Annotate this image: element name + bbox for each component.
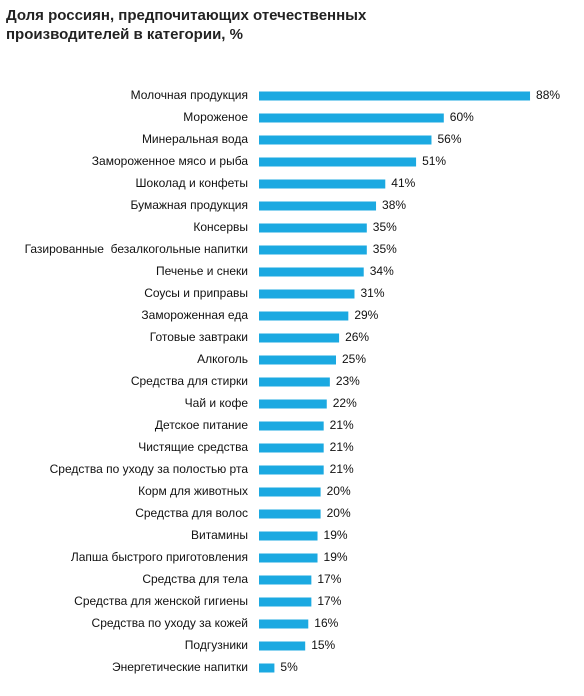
category-label: Средства для женской гигиены (74, 594, 248, 608)
value-label: 17% (317, 572, 341, 586)
value-label: 60% (450, 110, 474, 124)
category-label: Средства для волос (135, 506, 248, 520)
value-label: 5% (280, 660, 298, 674)
chart-title: Доля россиян, предпочитающих отечественн… (6, 7, 367, 43)
category-label: Средства для тела (142, 572, 248, 586)
bar (259, 91, 531, 101)
category-label: Подгузники (185, 638, 248, 652)
category-label: Консервы (193, 220, 248, 234)
category-label: Мороженое (183, 110, 248, 124)
bar (259, 135, 432, 145)
value-label: 23% (336, 374, 360, 388)
value-label: 21% (330, 440, 354, 454)
bar (259, 487, 321, 497)
value-label: 38% (382, 198, 406, 212)
bar (259, 311, 349, 321)
category-label: Чай и кофе (185, 396, 249, 410)
category-label: Минеральная вода (142, 132, 248, 146)
bar (259, 289, 355, 299)
category-label: Газированные безалкогольные напитки (25, 242, 248, 256)
value-label: 31% (360, 286, 384, 300)
bar (259, 355, 336, 365)
value-label: 35% (373, 220, 397, 234)
value-label: 88% (536, 88, 560, 102)
bar (259, 531, 318, 541)
bar (259, 333, 340, 343)
category-label: Соусы и приправы (144, 286, 248, 300)
bar (259, 443, 324, 453)
value-label: 26% (345, 330, 369, 344)
value-label: 29% (354, 308, 378, 322)
category-label: Бумажная продукция (131, 198, 248, 212)
category-label: Чистящие средства (138, 440, 248, 454)
category-label: Печенье и снеки (156, 264, 248, 278)
value-label: 19% (324, 528, 348, 542)
value-label: 56% (437, 132, 461, 146)
bar (259, 157, 417, 167)
value-label: 15% (311, 638, 335, 652)
value-label: 51% (422, 154, 446, 168)
value-label: 21% (330, 462, 354, 476)
category-label: Шоколад и конфеты (136, 176, 248, 190)
bar (259, 641, 306, 651)
bar (259, 179, 386, 189)
value-label: 21% (330, 418, 354, 432)
value-label: 19% (324, 550, 348, 564)
value-label: 35% (373, 242, 397, 256)
category-label: Детское питание (155, 418, 248, 432)
category-label: Лапша быстрого приготовления (71, 550, 248, 564)
category-label: Витамины (191, 528, 248, 542)
category-label: Энергетические напитки (112, 660, 248, 674)
bar (259, 399, 327, 409)
category-label: Средства для стирки (131, 374, 248, 388)
category-label: Готовые завтраки (150, 330, 248, 344)
category-label: Замороженное мясо и рыба (92, 154, 249, 168)
value-label: 41% (391, 176, 415, 190)
bar (259, 619, 309, 629)
category-label: Замороженная еда (141, 308, 248, 322)
value-label: 20% (327, 484, 351, 498)
bar (259, 597, 312, 607)
bar (259, 245, 367, 255)
bar (259, 663, 275, 673)
category-label: Корм для животных (138, 484, 248, 498)
value-label: 20% (327, 506, 351, 520)
value-label: 25% (342, 352, 366, 366)
value-label: 17% (317, 594, 341, 608)
bar (259, 465, 324, 475)
category-label: Молочная продукция (131, 88, 248, 102)
bar (259, 113, 444, 123)
bar (259, 509, 321, 519)
category-label: Алкоголь (197, 352, 248, 366)
bar (259, 553, 318, 563)
value-label: 22% (333, 396, 357, 410)
category-label: Средства по уходу за полостью рта (50, 462, 249, 476)
value-label: 16% (314, 616, 338, 630)
bar (259, 201, 377, 211)
category-label: Средства по уходу за кожей (92, 616, 248, 630)
bar (259, 267, 364, 277)
value-label: 34% (370, 264, 394, 278)
bar (259, 421, 324, 431)
bar (259, 377, 330, 387)
bar (259, 575, 312, 585)
bar (259, 223, 367, 233)
